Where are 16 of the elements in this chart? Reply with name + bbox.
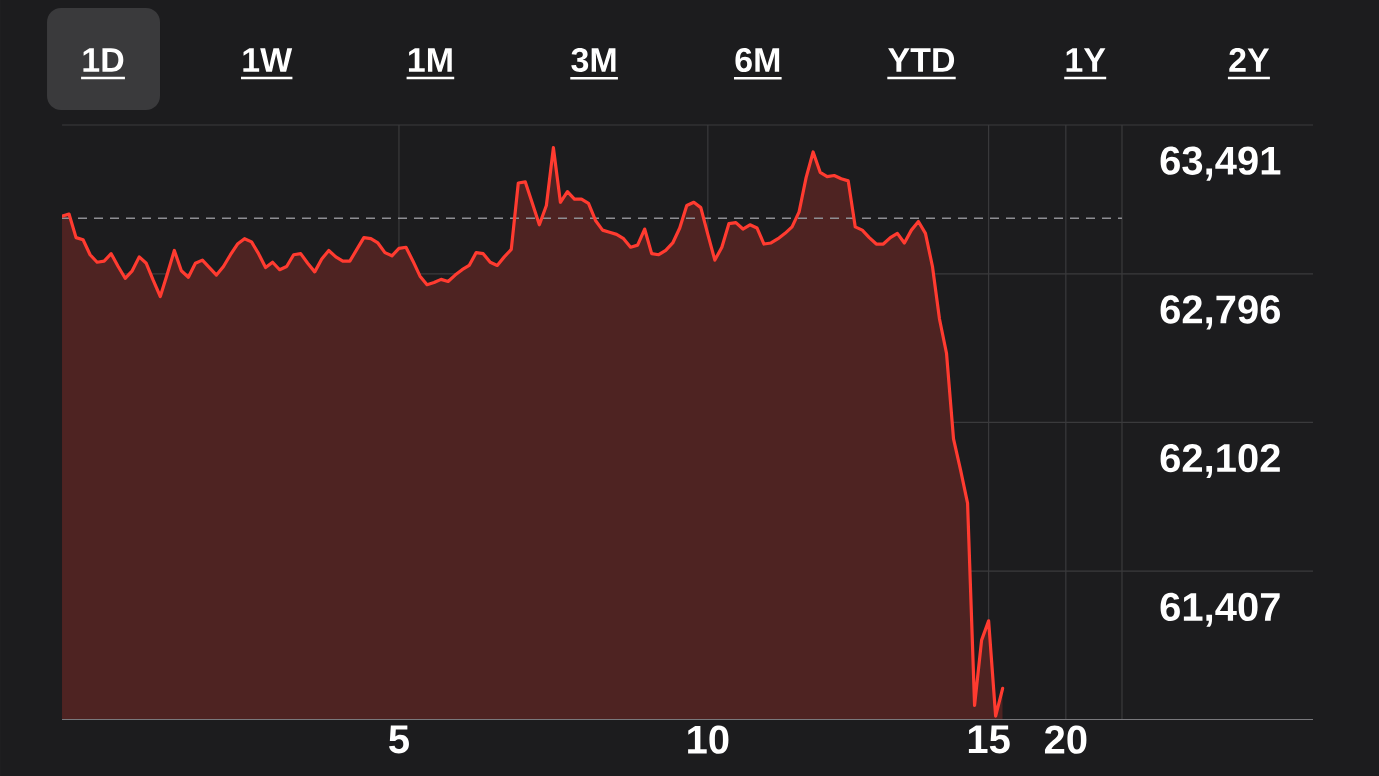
text: 1D bbox=[83, 48, 124, 72]
y-tick-label: 62,796 bbox=[1160, 295, 1280, 330]
y-tick-label: 63,491 bbox=[1160, 146, 1281, 181]
text: 1Y bbox=[1066, 48, 1106, 72]
text: 1W bbox=[243, 48, 293, 72]
text: 6M bbox=[735, 47, 780, 73]
y-tick-label: 62,102 bbox=[1160, 443, 1280, 479]
x-tick-label: 5 bbox=[389, 725, 409, 754]
x-tick-label: 10 bbox=[688, 725, 729, 754]
text: 1M bbox=[408, 48, 452, 72]
y-tick-label: 61,407 bbox=[1160, 592, 1280, 627]
x-tick-label: 20 bbox=[1044, 725, 1087, 754]
text: 3M bbox=[571, 47, 616, 73]
text: 2Y bbox=[1229, 48, 1270, 72]
text: YTD bbox=[888, 48, 955, 72]
x-tick-label: 15 bbox=[968, 725, 1010, 754]
